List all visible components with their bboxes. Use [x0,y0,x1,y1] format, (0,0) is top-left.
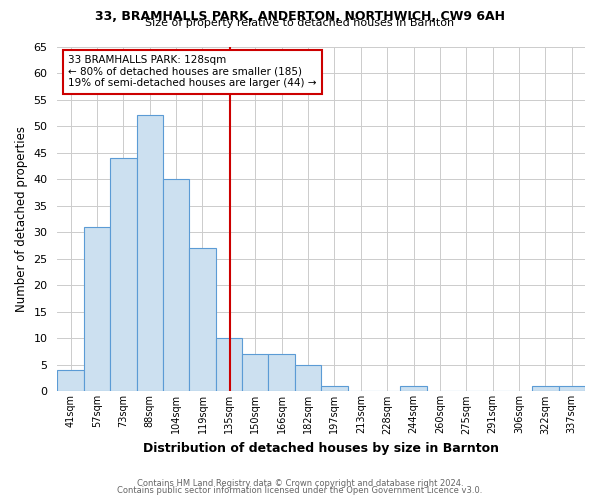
Bar [321,386,347,392]
Text: Contains HM Land Registry data © Crown copyright and database right 2024.: Contains HM Land Registry data © Crown c… [137,478,463,488]
Bar [84,227,110,392]
X-axis label: Distribution of detached houses by size in Barnton: Distribution of detached houses by size … [143,442,499,455]
Text: Size of property relative to detached houses in Barnton: Size of property relative to detached ho… [145,18,455,28]
Bar [268,354,295,392]
Text: 33 BRAMHALLS PARK: 128sqm
← 80% of detached houses are smaller (185)
19% of semi: 33 BRAMHALLS PARK: 128sqm ← 80% of detac… [68,55,316,88]
Bar [295,365,321,392]
Bar [400,386,427,392]
Text: 33, BRAMHALLS PARK, ANDERTON, NORTHWICH, CW9 6AH: 33, BRAMHALLS PARK, ANDERTON, NORTHWICH,… [95,10,505,23]
Bar [215,338,242,392]
Text: Contains public sector information licensed under the Open Government Licence v3: Contains public sector information licen… [118,486,482,495]
Bar [190,248,215,392]
Bar [137,116,163,392]
Y-axis label: Number of detached properties: Number of detached properties [15,126,28,312]
Bar [110,158,137,392]
Bar [532,386,559,392]
Bar [242,354,268,392]
Bar [58,370,84,392]
Bar [163,179,190,392]
Bar [559,386,585,392]
